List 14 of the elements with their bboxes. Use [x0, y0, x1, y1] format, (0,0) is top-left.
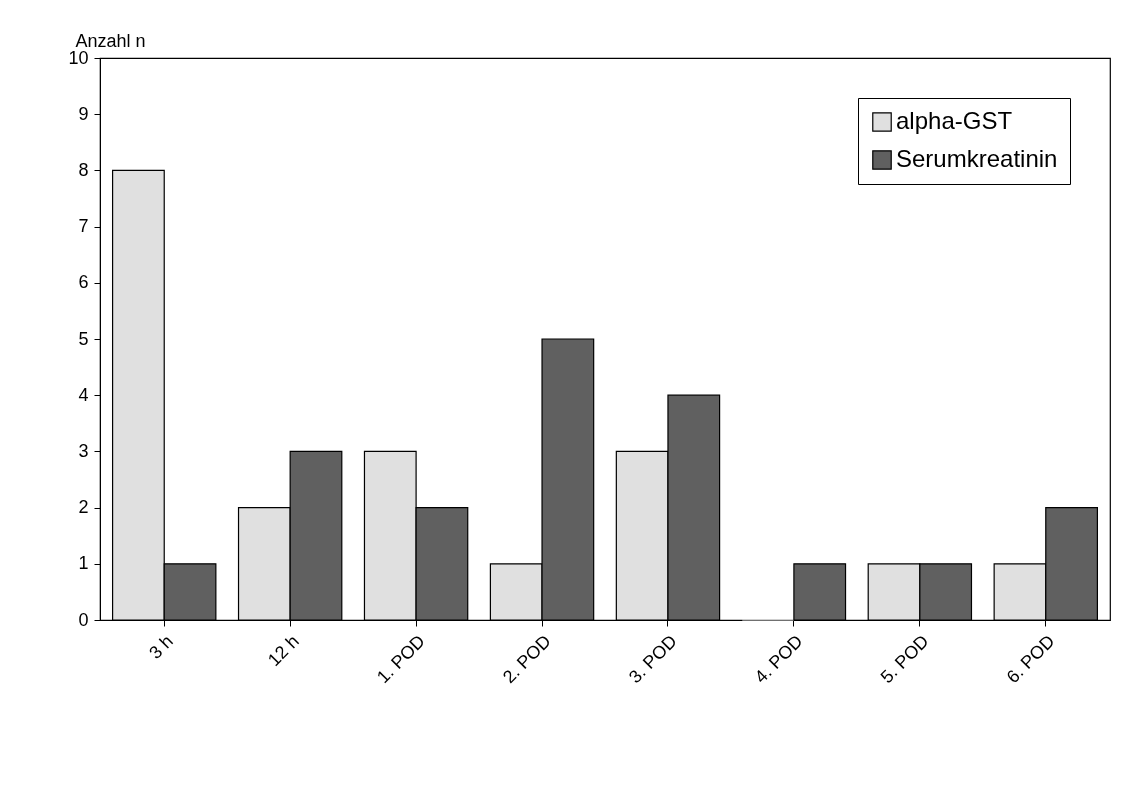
y-tick-label: 1 [78, 553, 89, 574]
y-tick-label: 2 [78, 497, 89, 518]
y-tick-label: 9 [78, 103, 89, 124]
y-tick-label: 7 [78, 216, 89, 237]
y-tick-label: 8 [78, 159, 89, 180]
y-tick-label: 4 [78, 384, 89, 405]
x-tick-label: 3 h [145, 631, 177, 663]
legend-label: alpha-GST [896, 107, 1013, 134]
legend-label: Serumkreatinin [896, 145, 1058, 172]
y-tick-label: 6 [78, 272, 89, 293]
x-tick-label: 12 h [263, 631, 303, 671]
y-tick-label: 3 [78, 440, 89, 461]
y-tick-label: 5 [78, 328, 89, 349]
y-tick-label: 0 [78, 609, 89, 630]
